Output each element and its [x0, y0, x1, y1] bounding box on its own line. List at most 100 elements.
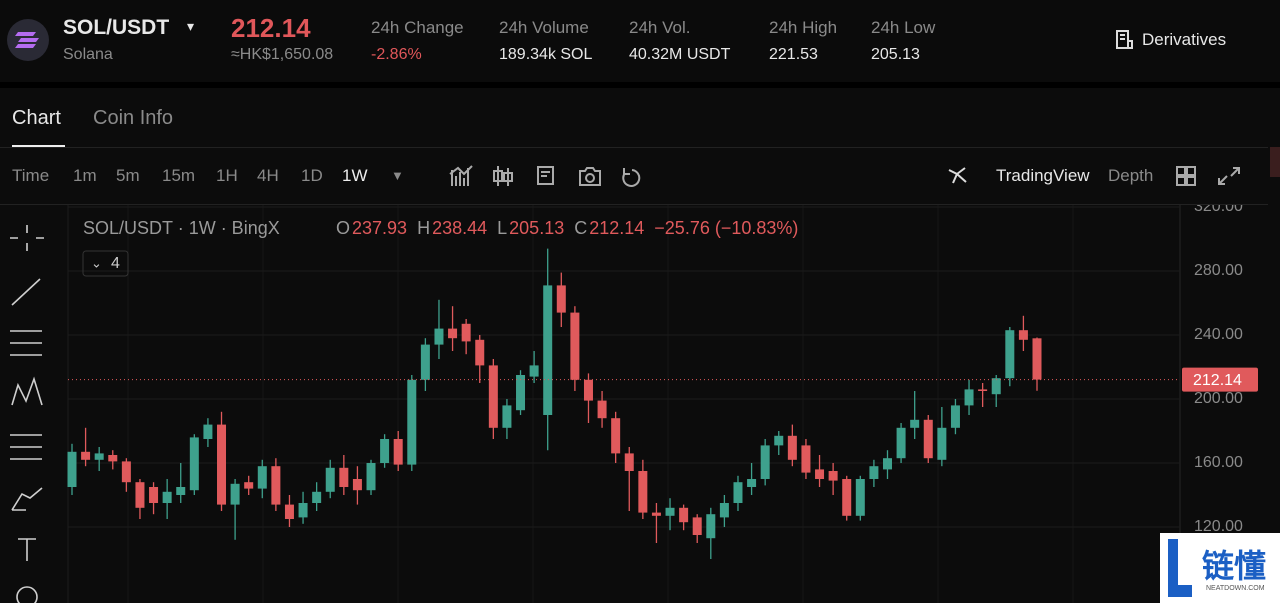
- stat-value: 40.32M USDT: [629, 46, 731, 63]
- candle-body: [910, 419, 920, 428]
- coin-name: Solana: [63, 46, 113, 63]
- candle-body: [719, 503, 729, 518]
- fib-tool[interactable]: [10, 330, 42, 356]
- stat-label: 24h Volume: [499, 18, 589, 37]
- stat-value: -2.86%: [371, 46, 422, 63]
- stat-value: 205.13: [871, 46, 920, 63]
- candle-body: [801, 445, 811, 473]
- candle-body: [189, 437, 199, 491]
- crosshair-tool[interactable]: [10, 225, 44, 251]
- candle-body: [706, 514, 716, 539]
- candle-body: [203, 424, 213, 439]
- candle-body: [407, 379, 417, 465]
- candle-body: [611, 418, 621, 454]
- interval-button[interactable]: 5m: [116, 166, 140, 185]
- candle-body: [135, 482, 145, 508]
- candle-body: [312, 491, 322, 503]
- pattern-tool[interactable]: [11, 376, 43, 406]
- candle-body: [502, 405, 512, 428]
- candle-body: [556, 285, 566, 313]
- tab-coin-info[interactable]: Coin Info: [93, 107, 174, 129]
- y-tick-label: 320.00: [1194, 205, 1243, 215]
- interval-button[interactable]: 1H: [216, 166, 238, 185]
- candle-body: [284, 504, 294, 519]
- price: 212.14: [231, 13, 311, 43]
- y-tick-label: 120.00: [1194, 518, 1243, 535]
- tradingview-tab[interactable]: TradingView: [996, 166, 1090, 185]
- candle-body: [950, 405, 960, 428]
- candle-body: [298, 503, 308, 518]
- template-icon[interactable]: [537, 166, 554, 185]
- candle-body: [366, 463, 376, 491]
- candle-body: [760, 445, 770, 479]
- candle-body: [244, 482, 254, 489]
- symbol[interactable]: SOL/USDT: [63, 16, 170, 39]
- candle-body: [869, 466, 879, 479]
- text-tool[interactable]: [18, 538, 36, 561]
- interval-button[interactable]: 1W: [342, 166, 368, 185]
- stat-label: 24h Low: [871, 18, 936, 37]
- ohlc-label: O: [336, 218, 350, 238]
- tv-icon: [948, 167, 967, 184]
- candle-body: [964, 389, 974, 406]
- candle-body: [937, 427, 947, 460]
- interval-dropdown[interactable]: ▼: [391, 168, 404, 183]
- y-tick-label: 280.00: [1194, 262, 1243, 279]
- candle-body: [108, 455, 118, 462]
- interval-button[interactable]: 1D: [301, 166, 323, 185]
- interval-button[interactable]: 1m: [73, 166, 97, 185]
- candle-body: [1018, 330, 1028, 340]
- chart-tools: [449, 165, 641, 187]
- candle-body: [67, 451, 77, 487]
- candle-body: [896, 427, 906, 459]
- brush-tool[interactable]: [11, 487, 43, 511]
- candle-body: [828, 471, 838, 481]
- grid-icon[interactable]: [1176, 166, 1196, 186]
- candle-body: [325, 467, 335, 492]
- stat-value: 189.34k SOL: [499, 46, 593, 63]
- indicator-chevron: ⌄: [91, 255, 102, 270]
- prediction-tool[interactable]: [10, 434, 42, 460]
- candle-body: [516, 375, 526, 411]
- candle-body: [448, 328, 458, 339]
- candle-type-icon[interactable]: [493, 166, 513, 186]
- last-price-label: 212.14: [1193, 372, 1242, 389]
- candle-body: [991, 378, 1001, 395]
- layout-icons: [1176, 166, 1240, 186]
- scrollbar: [1270, 147, 1280, 177]
- divider: [0, 204, 1268, 205]
- price-local: ≈HK$1,650.08: [231, 46, 334, 63]
- candle-body: [1032, 338, 1042, 380]
- indicator-icon[interactable]: [449, 165, 473, 186]
- more-tool[interactable]: [16, 586, 38, 603]
- watermark: 链懂 NEATDOWN.COM: [1160, 533, 1280, 603]
- candle-body: [176, 487, 186, 495]
- candle-body: [787, 435, 797, 460]
- candle-body: [842, 479, 852, 516]
- ohlc-value: 237.93: [352, 218, 407, 238]
- stat-value: 221.53: [769, 46, 818, 63]
- candle-body: [230, 483, 240, 505]
- reset-icon[interactable]: [622, 168, 641, 187]
- chart: 120.00 160.00 200.00 240.00 280.00 320.00 SOL…: [10, 205, 1258, 603]
- candle-body: [380, 439, 390, 463]
- derivatives-button[interactable]: Derivatives: [1142, 30, 1227, 49]
- snapshot-icon[interactable]: [579, 167, 601, 186]
- symbol-dropdown[interactable]: ▾: [187, 18, 195, 34]
- interval-button[interactable]: 15m: [162, 166, 196, 185]
- candle-body: [393, 439, 403, 465]
- ohlc-value: 205.13: [509, 218, 564, 238]
- watermark-site: NEATDOWN.COM: [1206, 585, 1265, 592]
- depth-tab[interactable]: Depth: [1108, 166, 1154, 185]
- candle-body: [692, 517, 702, 535]
- interval-button[interactable]: 4H: [257, 166, 279, 185]
- coin-logo: [7, 19, 49, 61]
- trendline-tool[interactable]: [11, 278, 41, 306]
- watermark-logo: [1168, 539, 1192, 597]
- tab-chart[interactable]: Chart: [12, 107, 61, 129]
- candle-body: [434, 328, 444, 345]
- indicator-toggle[interactable]: [82, 250, 129, 277]
- candle-body: [978, 389, 988, 391]
- fullscreen-icon[interactable]: [1218, 167, 1240, 185]
- divider: [0, 147, 1268, 148]
